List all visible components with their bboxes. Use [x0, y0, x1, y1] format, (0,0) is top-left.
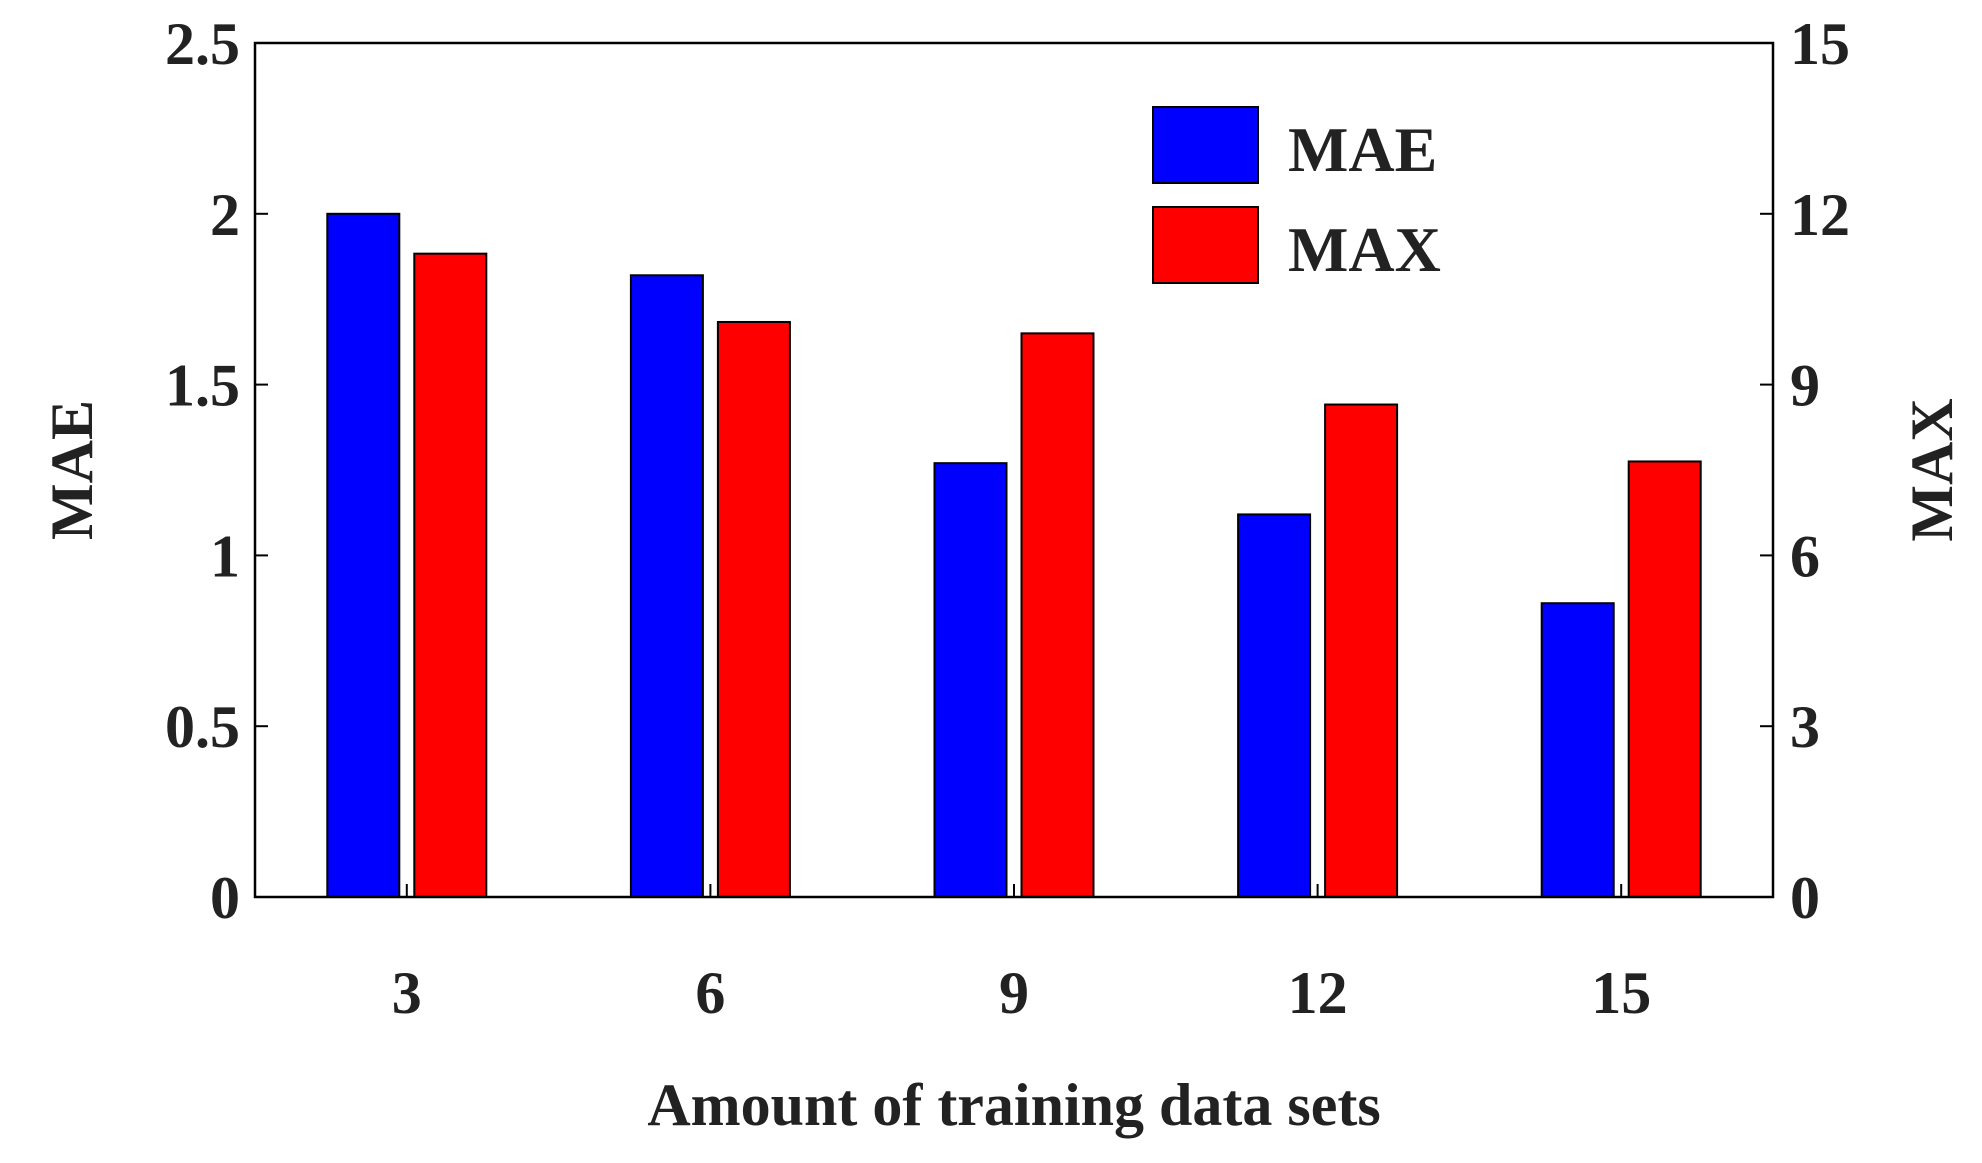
- y-right-tick-label: 3: [1790, 694, 1820, 760]
- y-axis-left-label: MAE: [39, 400, 105, 540]
- y-left-tick-label: 2: [210, 182, 240, 248]
- bar-mae-15: [1540, 602, 1615, 898]
- legend-swatch-mae: [1152, 106, 1259, 184]
- y-left-tick-label: 2.5: [165, 11, 240, 77]
- y-right-tick-label: 0: [1790, 865, 1820, 931]
- x-axis-label: Amount of training data sets: [647, 1072, 1380, 1138]
- x-tick-label: 6: [695, 960, 725, 1026]
- bar-mae-9: [933, 462, 1008, 898]
- bar-max-12: [1324, 403, 1399, 898]
- bar-mae-6: [629, 274, 704, 898]
- y-left-tick-label: 1.5: [165, 353, 240, 419]
- bar-mae-3: [326, 212, 401, 899]
- x-tick-label: 3: [392, 960, 422, 1026]
- bar-max-3: [413, 252, 488, 899]
- y-left-tick-label: 0.5: [165, 694, 240, 760]
- x-tick-label: 15: [1591, 960, 1651, 1026]
- legend-label-mae: MAE: [1288, 114, 1437, 185]
- ticks-layer: 3 6 9 12 15 0 0.5 1 1.5 2 2.5 0 3 6 9 12 15: [165, 11, 1850, 1026]
- y-right-tick-label: 6: [1790, 523, 1820, 589]
- x-tick-label: 9: [999, 960, 1029, 1026]
- y-left-tick-label: 1: [210, 523, 240, 589]
- legend-label-max: MAX: [1288, 214, 1441, 285]
- labels-layer: Amount of training data sets MAE MAX: [39, 398, 1965, 1138]
- y-left-tick-label: 0: [210, 865, 240, 931]
- x-tick-label: 12: [1288, 960, 1348, 1026]
- bar-max-15: [1627, 460, 1702, 898]
- y-right-tick-label: 12: [1790, 182, 1850, 248]
- legend: MAE MAX: [1152, 106, 1441, 285]
- y-right-tick-label: 9: [1790, 353, 1820, 419]
- bar-max-9: [1020, 332, 1095, 898]
- y-axis-right-label: MAX: [1899, 398, 1965, 541]
- legend-swatch-max: [1152, 206, 1259, 284]
- bar-mae-12: [1237, 513, 1312, 899]
- y-right-tick-label: 15: [1790, 11, 1850, 77]
- bar-max-6: [716, 320, 791, 898]
- bars-layer: [326, 212, 1702, 899]
